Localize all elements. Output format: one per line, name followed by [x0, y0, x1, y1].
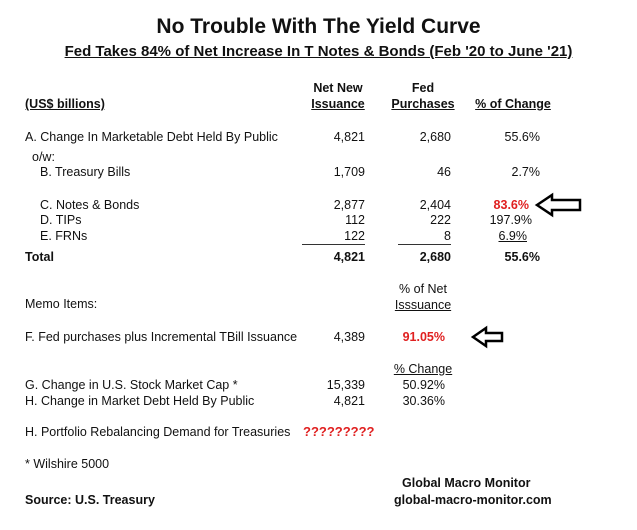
row-label: D. TIPs — [40, 213, 82, 227]
unit-label: (US$ billions) — [25, 97, 105, 111]
cell: 197.9% — [489, 213, 532, 227]
memo-header: % Change — [393, 362, 453, 376]
row-label: C. Notes & Bonds — [40, 198, 140, 212]
subtitle: Fed Takes 84% of Net Increase In T Notes… — [64, 43, 573, 60]
cell: 50.92% — [402, 378, 445, 392]
arrow — [534, 192, 582, 218]
cell: 4,821 — [333, 250, 365, 264]
memo-header: Isssuance — [394, 298, 452, 312]
footnote: * Wilshire 5000 — [25, 457, 110, 471]
cell: 2,680 — [419, 250, 451, 264]
sum-rule — [302, 244, 365, 245]
cell: 112 — [345, 213, 365, 227]
row-label: E. FRNs — [40, 229, 88, 243]
cell: 30.36% — [402, 394, 445, 408]
row-label: F. Fed purchases plus Incremental TBill … — [25, 330, 298, 344]
cell: 55.6% — [504, 250, 540, 264]
memo-title: Memo Items: — [25, 297, 98, 311]
sum-rule — [398, 244, 451, 245]
column-header: Issuance — [311, 97, 365, 111]
cell: 222 — [430, 213, 451, 227]
column-header: Fed — [411, 81, 435, 95]
cell: 122 — [344, 229, 365, 243]
title: No Trouble With The Yield Curve — [156, 15, 481, 38]
row-label: G. Change in U.S. Stock Market Cap * — [25, 378, 238, 392]
row-label: Total — [25, 250, 54, 264]
cell: 6.9% — [498, 229, 528, 243]
cell: 4,821 — [333, 394, 365, 408]
cell: ????????? — [303, 424, 375, 439]
cell: 2.7% — [511, 165, 541, 179]
brand-url: global-macro-monitor.com — [394, 493, 552, 507]
column-header: Net New — [313, 81, 363, 95]
cell: 83.6% — [493, 198, 529, 212]
cell: 1,709 — [333, 165, 365, 179]
row-label: H. Portfolio Rebalancing Demand for Trea… — [25, 425, 291, 439]
row-label: A. Change In Marketable Debt Held By Pub… — [25, 130, 278, 144]
cell: 91.05% — [402, 330, 445, 344]
cell: 8 — [444, 229, 451, 243]
row-label: H. Change in Market Debt Held By Public — [25, 394, 255, 408]
memo-header: % of Net — [399, 282, 447, 296]
cell: 46 — [437, 165, 451, 179]
cell: 55.6% — [504, 130, 540, 144]
cell: 4,821 — [333, 130, 365, 144]
cell: 4,389 — [333, 330, 365, 344]
column-header: Purchases — [391, 97, 455, 111]
cell: 15,339 — [326, 378, 365, 392]
cell: 2,680 — [419, 130, 451, 144]
row-label: o/w: — [32, 150, 55, 164]
source: Source: U.S. Treasury — [25, 493, 155, 507]
row-label: B. Treasury Bills — [40, 165, 131, 179]
arrow — [470, 325, 504, 349]
cell: 2,877 — [333, 198, 365, 212]
column-header: % of Change — [475, 97, 551, 111]
cell: 2,404 — [419, 198, 451, 212]
brand: Global Macro Monitor — [402, 476, 531, 490]
